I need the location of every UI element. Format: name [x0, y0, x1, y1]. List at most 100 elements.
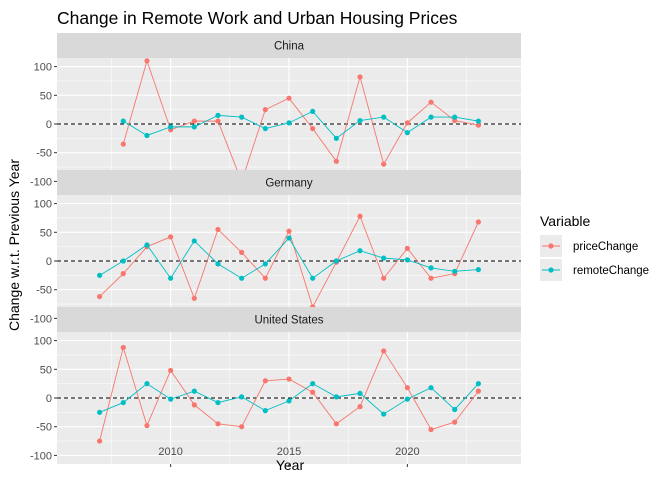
data-point-priceChange	[404, 385, 410, 391]
facet-panel-united-states: United States -100 -50 0 50 100	[30, 307, 521, 464]
data-point-remoteChange	[168, 124, 174, 130]
y-tick-label: -100	[30, 176, 52, 188]
data-point-remoteChange	[357, 248, 363, 254]
y-tick-label: 100	[34, 199, 52, 211]
y-tick-label: 100	[34, 62, 52, 74]
data-point-priceChange	[381, 161, 387, 167]
y-tick-label: 100	[34, 336, 52, 348]
data-point-remoteChange	[191, 124, 197, 130]
data-point-priceChange	[215, 118, 221, 124]
legend-key-point	[548, 243, 554, 249]
data-point-remoteChange	[404, 130, 410, 136]
data-point-remoteChange	[428, 114, 434, 120]
data-point-priceChange	[262, 107, 268, 113]
x-tick-label: 2015	[277, 446, 301, 458]
data-point-remoteChange	[262, 125, 268, 132]
data-point-remoteChange	[191, 388, 197, 394]
y-tick-label: -50	[36, 285, 52, 297]
data-point-remoteChange	[381, 411, 387, 417]
data-point-remoteChange	[310, 108, 316, 114]
data-point-remoteChange	[333, 135, 339, 141]
legend-title: Variable	[540, 213, 591, 229]
data-point-remoteChange	[286, 235, 292, 241]
data-point-remoteChange	[452, 406, 458, 413]
data-point-remoteChange	[404, 257, 410, 263]
data-point-priceChange	[357, 404, 363, 410]
facet-strip	[57, 33, 521, 58]
series-line-priceChange	[122, 59, 479, 183]
data-point-priceChange	[310, 125, 316, 132]
data-point-remoteChange	[475, 267, 481, 273]
data-point-priceChange	[381, 275, 387, 281]
facet-strip	[57, 307, 521, 332]
y-tick-label: -100	[30, 450, 52, 462]
y-tick-label: 50	[40, 90, 52, 102]
data-point-remoteChange	[215, 112, 221, 118]
data-point-priceChange	[262, 275, 268, 281]
facet-panel-germany: Germany -100 -50 0 50 100	[30, 170, 521, 327]
data-point-priceChange	[428, 99, 434, 105]
data-point-remoteChange	[286, 120, 292, 126]
series-line-remoteChange	[123, 110, 479, 139]
data-point-remoteChange	[120, 118, 126, 124]
data-point-priceChange	[428, 426, 434, 433]
y-tick-label: 0	[46, 393, 52, 405]
data-point-remoteChange	[381, 114, 387, 120]
data-point-priceChange	[168, 234, 174, 240]
y-axis-title: Change w.r.t. Previous Year	[6, 159, 22, 331]
data-point-priceChange	[333, 421, 339, 427]
data-point-remoteChange	[475, 118, 481, 124]
facet-strip-label: China	[274, 41, 305, 53]
data-point-remoteChange	[310, 275, 316, 281]
x-tick-label: 2020	[395, 446, 419, 458]
data-point-priceChange	[310, 389, 316, 395]
data-point-priceChange	[286, 376, 292, 382]
data-point-remoteChange	[215, 261, 221, 267]
data-point-remoteChange	[286, 398, 292, 404]
data-point-priceChange	[286, 95, 292, 101]
data-point-priceChange	[168, 367, 174, 374]
data-point-priceChange	[191, 118, 197, 124]
data-point-priceChange	[452, 419, 458, 425]
legend-entry-priceChange: priceChange	[540, 235, 638, 257]
data-point-remoteChange	[144, 381, 150, 387]
data-point-remoteChange	[144, 242, 150, 248]
data-point-remoteChange	[357, 117, 363, 124]
y-tick-label: 50	[40, 227, 52, 239]
data-point-remoteChange	[262, 408, 268, 414]
data-point-priceChange	[215, 226, 221, 233]
data-point-priceChange	[239, 249, 245, 255]
data-point-priceChange	[144, 422, 150, 429]
data-point-remoteChange	[191, 238, 197, 244]
data-point-remoteChange	[144, 132, 150, 139]
data-point-remoteChange	[381, 255, 387, 261]
y-tick-label: -50	[36, 422, 52, 434]
legend-label: priceChange	[573, 241, 638, 253]
data-point-remoteChange	[215, 399, 221, 406]
data-point-priceChange	[333, 158, 339, 164]
data-point-priceChange	[428, 275, 434, 281]
legend: Variable priceChange remoteChange	[540, 213, 649, 281]
data-point-remoteChange	[168, 275, 174, 281]
facet-strip-label: Germany	[265, 178, 313, 190]
data-point-remoteChange	[310, 381, 316, 387]
facet-strip-label: United States	[254, 315, 323, 327]
data-point-priceChange	[475, 219, 481, 225]
data-point-remoteChange	[475, 381, 481, 387]
data-point-priceChange	[97, 293, 103, 300]
data-point-remoteChange	[428, 265, 434, 271]
data-point-remoteChange	[97, 272, 103, 278]
y-tick-label: 0	[46, 119, 52, 131]
y-tick-label: 50	[40, 364, 52, 376]
x-axis-title: Year	[276, 457, 305, 473]
data-point-remoteChange	[428, 385, 434, 391]
data-point-priceChange	[191, 402, 197, 408]
legend-label: remoteChange	[573, 265, 649, 277]
data-point-priceChange	[357, 74, 363, 80]
data-point-priceChange	[357, 213, 363, 219]
y-tick-label: -100	[30, 313, 52, 325]
facet-panel-china: China -100 -50 0 50 100	[30, 33, 521, 190]
data-point-remoteChange	[404, 396, 410, 402]
data-point-priceChange	[262, 378, 268, 384]
